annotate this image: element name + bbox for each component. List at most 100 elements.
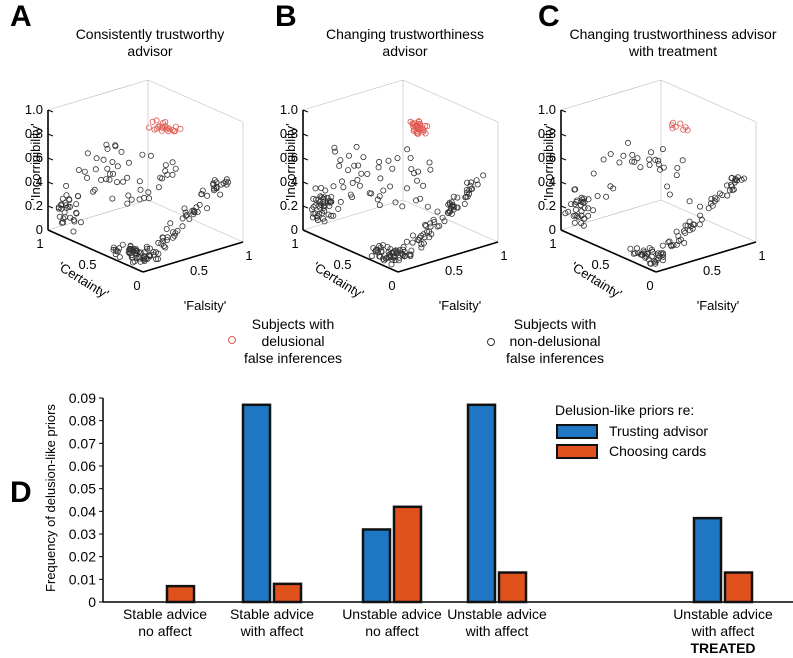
nondelusional-point xyxy=(106,176,113,183)
nondelusional-point xyxy=(713,196,720,203)
z-tick xyxy=(302,205,309,209)
nondelusional-point xyxy=(330,212,337,219)
nondelusional-point xyxy=(655,250,662,257)
nondelusional-point xyxy=(335,205,342,212)
nondelusional-point xyxy=(358,170,365,177)
z-tick-label: 0.8 xyxy=(280,126,298,141)
falsity-tick-label: 1 xyxy=(758,248,765,263)
certainty-tick-label: 1 xyxy=(549,236,556,251)
nondelusional-point xyxy=(399,203,406,210)
delusional-point xyxy=(668,122,675,129)
nondelusional-point xyxy=(376,202,383,209)
bar-choosing-2 xyxy=(392,505,423,604)
z-tick-label: 0.6 xyxy=(280,150,298,165)
nondelusional-point xyxy=(109,158,116,165)
nondelusional-point xyxy=(697,203,704,210)
nondelusional-point xyxy=(640,247,647,254)
z-tick xyxy=(560,205,567,209)
nondelusional-point xyxy=(186,215,193,222)
nondelusional-point xyxy=(645,256,652,263)
nondelusional-point xyxy=(728,175,735,182)
nondelusional-point xyxy=(144,245,151,252)
nondelusional-point xyxy=(573,197,580,204)
nondelusional-point xyxy=(464,179,471,186)
nondelusional-point xyxy=(468,179,475,186)
nondelusional-point xyxy=(585,205,592,212)
nondelusional-point xyxy=(446,199,453,206)
z-tick-label: 0.2 xyxy=(280,198,298,213)
falsity-tick-label: 0.5 xyxy=(445,263,463,278)
nondelusional-point xyxy=(660,253,667,260)
nondelusional-point xyxy=(169,159,176,166)
nondelusional-point xyxy=(194,208,201,215)
nondelusional-point xyxy=(328,212,335,219)
nondelusional-point xyxy=(129,254,136,261)
falsity-axis-label: 'Falsity' xyxy=(439,298,482,313)
nondelusional-point xyxy=(133,254,140,261)
nondelusional-point xyxy=(417,195,424,202)
nondelusional-point xyxy=(364,170,371,177)
nondelusional-point xyxy=(66,196,73,203)
nondelusional-point xyxy=(63,182,70,189)
nondelusional-point xyxy=(366,190,373,197)
nondelusional-point xyxy=(574,213,581,220)
y-tick-label: 0 xyxy=(88,594,96,610)
nondelusional-point xyxy=(380,187,387,194)
nondelusional-point xyxy=(377,175,384,182)
nondelusional-point xyxy=(409,232,416,239)
delusional-point xyxy=(677,120,684,127)
bar-choosing-4 xyxy=(723,571,754,604)
treated-label: TREATED xyxy=(690,640,755,656)
nondelusional-point xyxy=(60,215,67,222)
delusional-point xyxy=(149,118,156,125)
nondelusional-point xyxy=(422,221,429,228)
nondelusional-point xyxy=(162,244,169,251)
nondelusional-point xyxy=(137,186,144,193)
certainty-axis-line xyxy=(302,229,399,273)
delusional-point xyxy=(159,120,166,127)
nondelusional-point xyxy=(729,186,736,193)
nondelusional-point xyxy=(634,155,641,162)
delusional-point xyxy=(419,125,426,132)
nondelusional-point xyxy=(741,175,748,182)
nondelusional-point xyxy=(377,244,384,251)
nondelusional-point xyxy=(354,176,361,183)
nondelusional-point xyxy=(312,185,319,192)
nondelusional-point xyxy=(113,248,120,255)
nondelusional-point xyxy=(581,199,588,206)
back-edge xyxy=(302,79,404,111)
nondelusional-point xyxy=(698,216,705,223)
nondelusional-point xyxy=(686,198,693,205)
bar-trusting-1 xyxy=(241,403,272,604)
nondelusional-point xyxy=(403,238,410,245)
falsity-axis-line xyxy=(655,241,757,273)
nondelusional-point xyxy=(572,206,579,213)
back-edge xyxy=(402,79,499,123)
delusional-point xyxy=(414,126,421,133)
nondelusional-point xyxy=(167,220,174,227)
nondelusional-point xyxy=(152,249,159,256)
nondelusional-point xyxy=(73,201,80,208)
nondelusional-point xyxy=(625,139,632,146)
nondelusional-point xyxy=(395,257,402,264)
nondelusional-point xyxy=(420,240,427,247)
nondelusional-point xyxy=(427,166,434,173)
z-tick xyxy=(302,109,309,113)
bar-trusting-2 xyxy=(361,528,392,604)
nondelusional-point xyxy=(324,194,331,201)
z-tick xyxy=(47,229,54,233)
nondelusional-point xyxy=(375,164,382,171)
certainty-tick-label: 0.5 xyxy=(591,257,609,272)
nondelusional-marker xyxy=(487,338,495,346)
nondelusional-point xyxy=(125,192,132,199)
legend-swatch-choosing xyxy=(556,444,598,459)
nondelusional-point xyxy=(182,212,189,219)
nondelusional-point xyxy=(62,202,69,209)
delusional-point xyxy=(680,126,687,133)
nondelusional-point xyxy=(594,192,601,199)
nondelusional-point xyxy=(461,200,468,207)
legend-choosing: Choosing cards xyxy=(609,443,707,459)
nondelusional-point xyxy=(396,247,403,254)
nondelusional-point xyxy=(84,150,91,157)
nondelusional-point xyxy=(312,210,319,217)
